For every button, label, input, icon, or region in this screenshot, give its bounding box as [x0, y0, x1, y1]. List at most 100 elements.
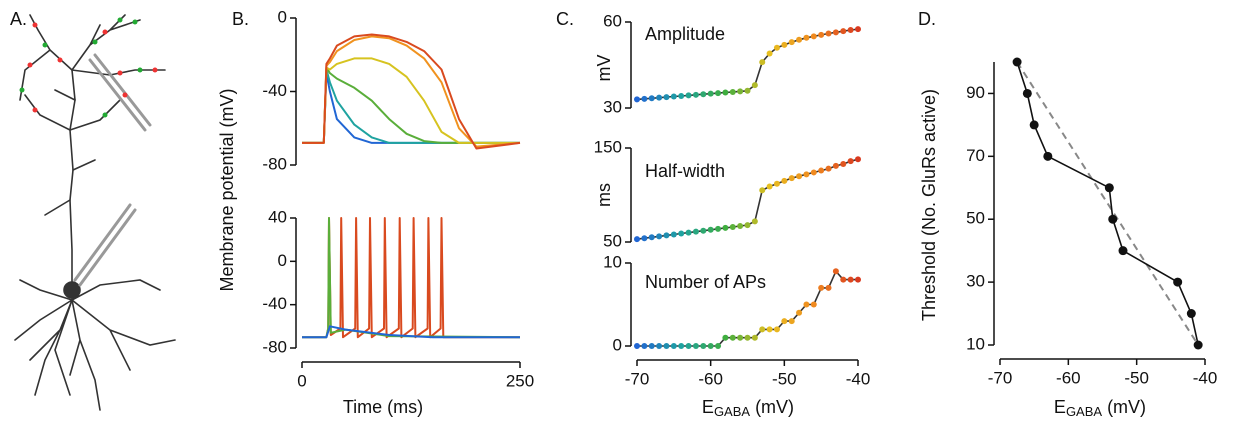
point: [832, 29, 839, 36]
point: [737, 88, 744, 95]
point: [855, 156, 861, 163]
point: [656, 233, 663, 240]
point: [656, 343, 663, 349]
panel-label: B.: [232, 9, 249, 29]
point: [759, 326, 766, 333]
x-tick-label: -70: [988, 368, 1013, 387]
point: [1173, 277, 1183, 287]
y-tick-label: 70: [966, 146, 985, 165]
point: [1022, 88, 1032, 98]
series-line: [302, 66, 520, 144]
x-tick-label: -50: [1124, 368, 1149, 387]
point: [847, 27, 854, 34]
point: [722, 224, 729, 231]
point: [1193, 340, 1203, 350]
x-tick-label: -60: [698, 369, 723, 388]
point: [825, 284, 832, 291]
point: [759, 59, 766, 66]
point: [759, 187, 766, 194]
y-axis-label: Threshold (No. GluRs active): [919, 89, 939, 321]
point: [810, 169, 817, 176]
x-tick-label: -40: [846, 369, 871, 388]
point: [700, 343, 707, 349]
x-tick-label: -40: [1193, 368, 1218, 387]
point: [810, 33, 817, 40]
point: [1104, 183, 1114, 193]
series-line: [302, 68, 520, 144]
y-tick-label: 10: [966, 334, 985, 353]
point: [825, 30, 832, 37]
point: [715, 343, 722, 349]
point: [729, 334, 736, 341]
point: [744, 87, 751, 94]
point: [803, 301, 810, 308]
point: [737, 334, 744, 341]
label-unit: (mV): [750, 397, 794, 417]
series-line: [1016, 61, 1200, 346]
point: [685, 92, 692, 99]
y-axis-label: Membrane potential (mV): [217, 88, 237, 291]
series-line: [302, 57, 520, 144]
y-tick-label: 60: [603, 11, 622, 30]
point: [634, 96, 640, 103]
point: [641, 235, 648, 242]
point: [685, 229, 692, 236]
point: [832, 162, 839, 169]
point: [707, 343, 714, 349]
panel-label: A.: [10, 9, 27, 29]
point: [781, 177, 788, 184]
x-tick-label: 0: [297, 371, 306, 390]
point: [825, 165, 832, 172]
y-tick-label: 10: [603, 252, 622, 271]
point: [1108, 214, 1118, 224]
y-tick-label: 90: [966, 83, 985, 102]
point: [663, 232, 670, 239]
point: [634, 343, 640, 349]
y-tick-label: -40: [262, 81, 287, 100]
point: [847, 158, 854, 165]
series-line: [1016, 61, 1199, 346]
series-line: [302, 33, 521, 150]
point: [722, 334, 729, 341]
point: [678, 343, 685, 349]
y-axis-label: ms: [594, 183, 614, 207]
point: [678, 230, 685, 237]
x-tick-label: -70: [625, 369, 650, 388]
point: [773, 44, 780, 51]
point: [773, 180, 780, 187]
point: [773, 326, 780, 333]
point: [707, 90, 714, 97]
point: [700, 91, 707, 98]
panel-title: Half-width: [645, 161, 725, 181]
panel-label: C.: [556, 9, 574, 29]
point: [648, 95, 655, 102]
x-axis-label: EGABA (mV): [702, 397, 794, 420]
y-tick-label: 50: [966, 209, 985, 228]
point: [766, 326, 773, 333]
point: [678, 92, 685, 99]
point: [729, 88, 736, 95]
point: [818, 167, 825, 174]
point: [670, 231, 677, 238]
point: [788, 318, 795, 325]
y-tick-label: 30: [966, 272, 985, 291]
point: [715, 90, 722, 97]
y-tick-label: 0: [278, 7, 287, 26]
panel-title: Amplitude: [645, 24, 725, 44]
label-main: E: [1054, 397, 1066, 417]
point: [715, 225, 722, 232]
x-tick-label: -60: [1056, 368, 1081, 387]
label-sub: GABA: [1066, 404, 1102, 419]
y-tick-label: 150: [594, 137, 622, 156]
y-tick-label: 0: [613, 335, 622, 354]
x-tick-label: 250: [506, 371, 534, 390]
point: [840, 160, 847, 167]
label-main: E: [702, 397, 714, 417]
point: [722, 89, 729, 96]
point: [788, 175, 795, 182]
point: [707, 226, 714, 233]
point: [656, 94, 663, 101]
point: [781, 41, 788, 48]
point: [692, 228, 699, 235]
